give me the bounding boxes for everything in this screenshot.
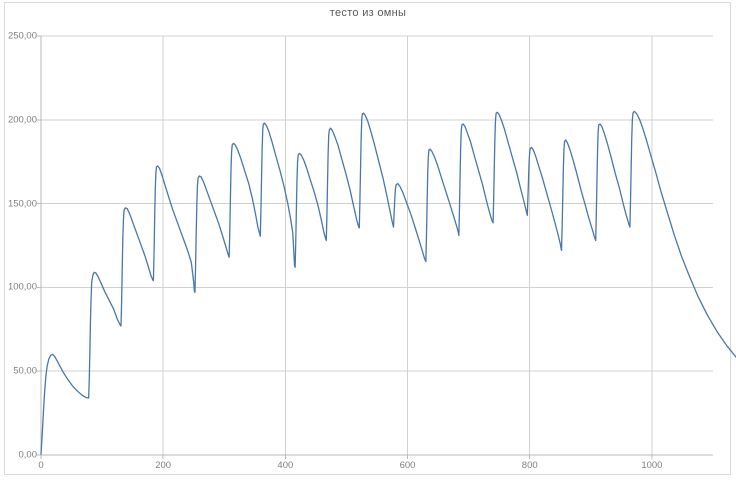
- axis-lines-group: [37, 35, 713, 459]
- y-axis-tick-label: 200,00: [7, 114, 37, 126]
- x-axis-tick-labels: 0 200 400 600 800 1000: [0, 460, 736, 478]
- x-axis-tick-label: 0: [38, 460, 44, 471]
- x-axis-tick-label: 400: [277, 460, 294, 471]
- x-axis-tick-label: 200: [155, 460, 172, 471]
- y-axis-tick-label: 0,00: [18, 449, 38, 461]
- x-axis-tick-label: 600: [399, 460, 416, 471]
- y-axis-tick-label: 250,00: [7, 30, 37, 42]
- y-axis-tick-label: 150,00: [7, 198, 37, 210]
- x-axis-tick-label: 1000: [641, 460, 663, 471]
- data-series-group: [40, 110, 736, 455]
- y-axis-tick-labels: 0,00 50,00 100,00 150,00 200,00 250,00: [0, 0, 37, 485]
- y-axis-tick-label: 100,00: [7, 281, 37, 293]
- y-axis-tick-label: 50,00: [13, 365, 37, 377]
- gridlines-group: [41, 35, 713, 456]
- data-series-line: [40, 110, 736, 455]
- x-axis-tick-label: 800: [521, 460, 538, 471]
- chart-title: тесто из омны: [329, 7, 407, 19]
